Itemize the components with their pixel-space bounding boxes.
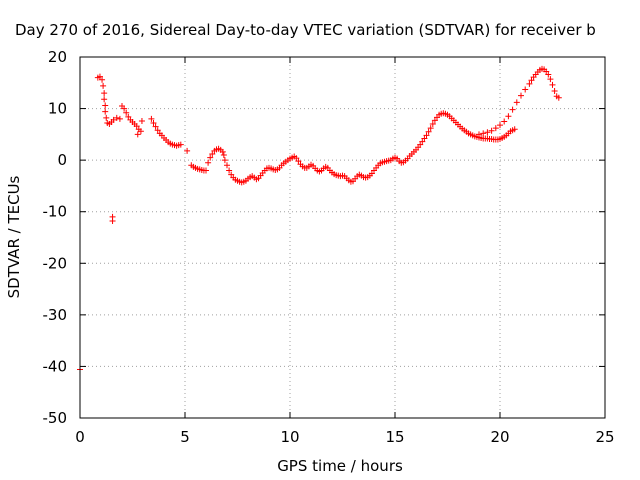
data-point [101, 96, 108, 103]
data-point [513, 99, 520, 106]
data-point [293, 155, 300, 162]
data-point [224, 162, 230, 169]
data-point [476, 131, 482, 138]
data-point [99, 76, 106, 83]
data-point [419, 138, 426, 145]
data-point [368, 170, 375, 177]
data-point [425, 128, 432, 135]
grid-lines [80, 57, 605, 418]
axis-ticks: 0 5 10 15 20 25 -50 -40 -30 -20 -10 0 10 20 [43, 48, 615, 446]
data-point [154, 127, 161, 134]
data-point [102, 108, 109, 115]
data-point [543, 68, 550, 75]
data-point [96, 73, 103, 80]
y-tick-label: 20 [48, 48, 67, 66]
data-point [551, 88, 558, 95]
data-point [209, 150, 216, 157]
data-point [101, 90, 108, 97]
x-tick-label: 15 [385, 428, 404, 446]
data-point [177, 141, 184, 148]
data-point [497, 122, 503, 129]
data-point [207, 154, 214, 161]
chart-title: Day 270 of 2016, Sidereal Day-to-day VTE… [15, 21, 596, 39]
data-point [421, 135, 428, 142]
x-tick-label: 0 [75, 428, 85, 446]
data-point [184, 147, 191, 154]
data-point [123, 109, 130, 116]
data-point [219, 148, 226, 155]
data-point [492, 125, 499, 132]
data-point [501, 118, 508, 125]
data-point [138, 117, 145, 124]
data-point [555, 94, 562, 101]
data-point [203, 167, 209, 174]
data-point [484, 129, 491, 136]
plot-frame [79, 56, 606, 419]
data-point [226, 167, 233, 174]
y-tick-label: -50 [43, 409, 68, 427]
data-points [77, 65, 562, 373]
data-point [431, 117, 438, 124]
data-point [522, 86, 529, 93]
data-point [103, 114, 110, 121]
data-point [545, 71, 552, 78]
data-point [125, 113, 132, 120]
data-point [150, 120, 157, 127]
data-point [137, 128, 144, 135]
data-point [152, 123, 159, 130]
data-point [121, 105, 128, 112]
data-point [429, 121, 436, 128]
data-point [134, 131, 141, 138]
data-point [423, 132, 430, 139]
y-tick-label: 0 [57, 151, 67, 169]
data-point [547, 76, 554, 83]
data-point [100, 82, 107, 89]
y-tick-label: -10 [43, 203, 68, 221]
data-point [221, 157, 228, 164]
data-point [102, 102, 109, 109]
data-point [488, 127, 495, 134]
x-tick-label: 20 [490, 428, 509, 446]
y-tick-label: -40 [43, 357, 68, 375]
data-point [133, 123, 140, 130]
x-tick-label: 10 [280, 428, 299, 446]
data-point [509, 106, 516, 113]
data-point [109, 217, 116, 224]
data-point [148, 115, 155, 122]
data-point [417, 141, 424, 148]
x-tick-label: 5 [180, 428, 190, 446]
data-point [116, 115, 123, 122]
data-point [518, 92, 524, 99]
data-point [220, 151, 227, 158]
y-tick-label: 10 [48, 100, 67, 118]
data-point [110, 116, 117, 123]
data-point [549, 81, 556, 88]
y-tick-label: -30 [43, 306, 68, 324]
x-axis-label: GPS time / hours [277, 457, 403, 475]
x-tick-label: 25 [595, 428, 614, 446]
data-point [295, 158, 302, 165]
data-point [511, 126, 518, 133]
data-point [528, 77, 535, 84]
data-point [228, 171, 235, 178]
data-point [427, 125, 434, 132]
data-point [505, 113, 512, 120]
y-axis-label: SDTVAR / TECUs [5, 175, 23, 298]
y-tick-label: -20 [43, 254, 68, 272]
data-point [480, 130, 487, 137]
data-point [205, 159, 212, 166]
data-point [526, 80, 533, 87]
data-point [113, 114, 120, 121]
